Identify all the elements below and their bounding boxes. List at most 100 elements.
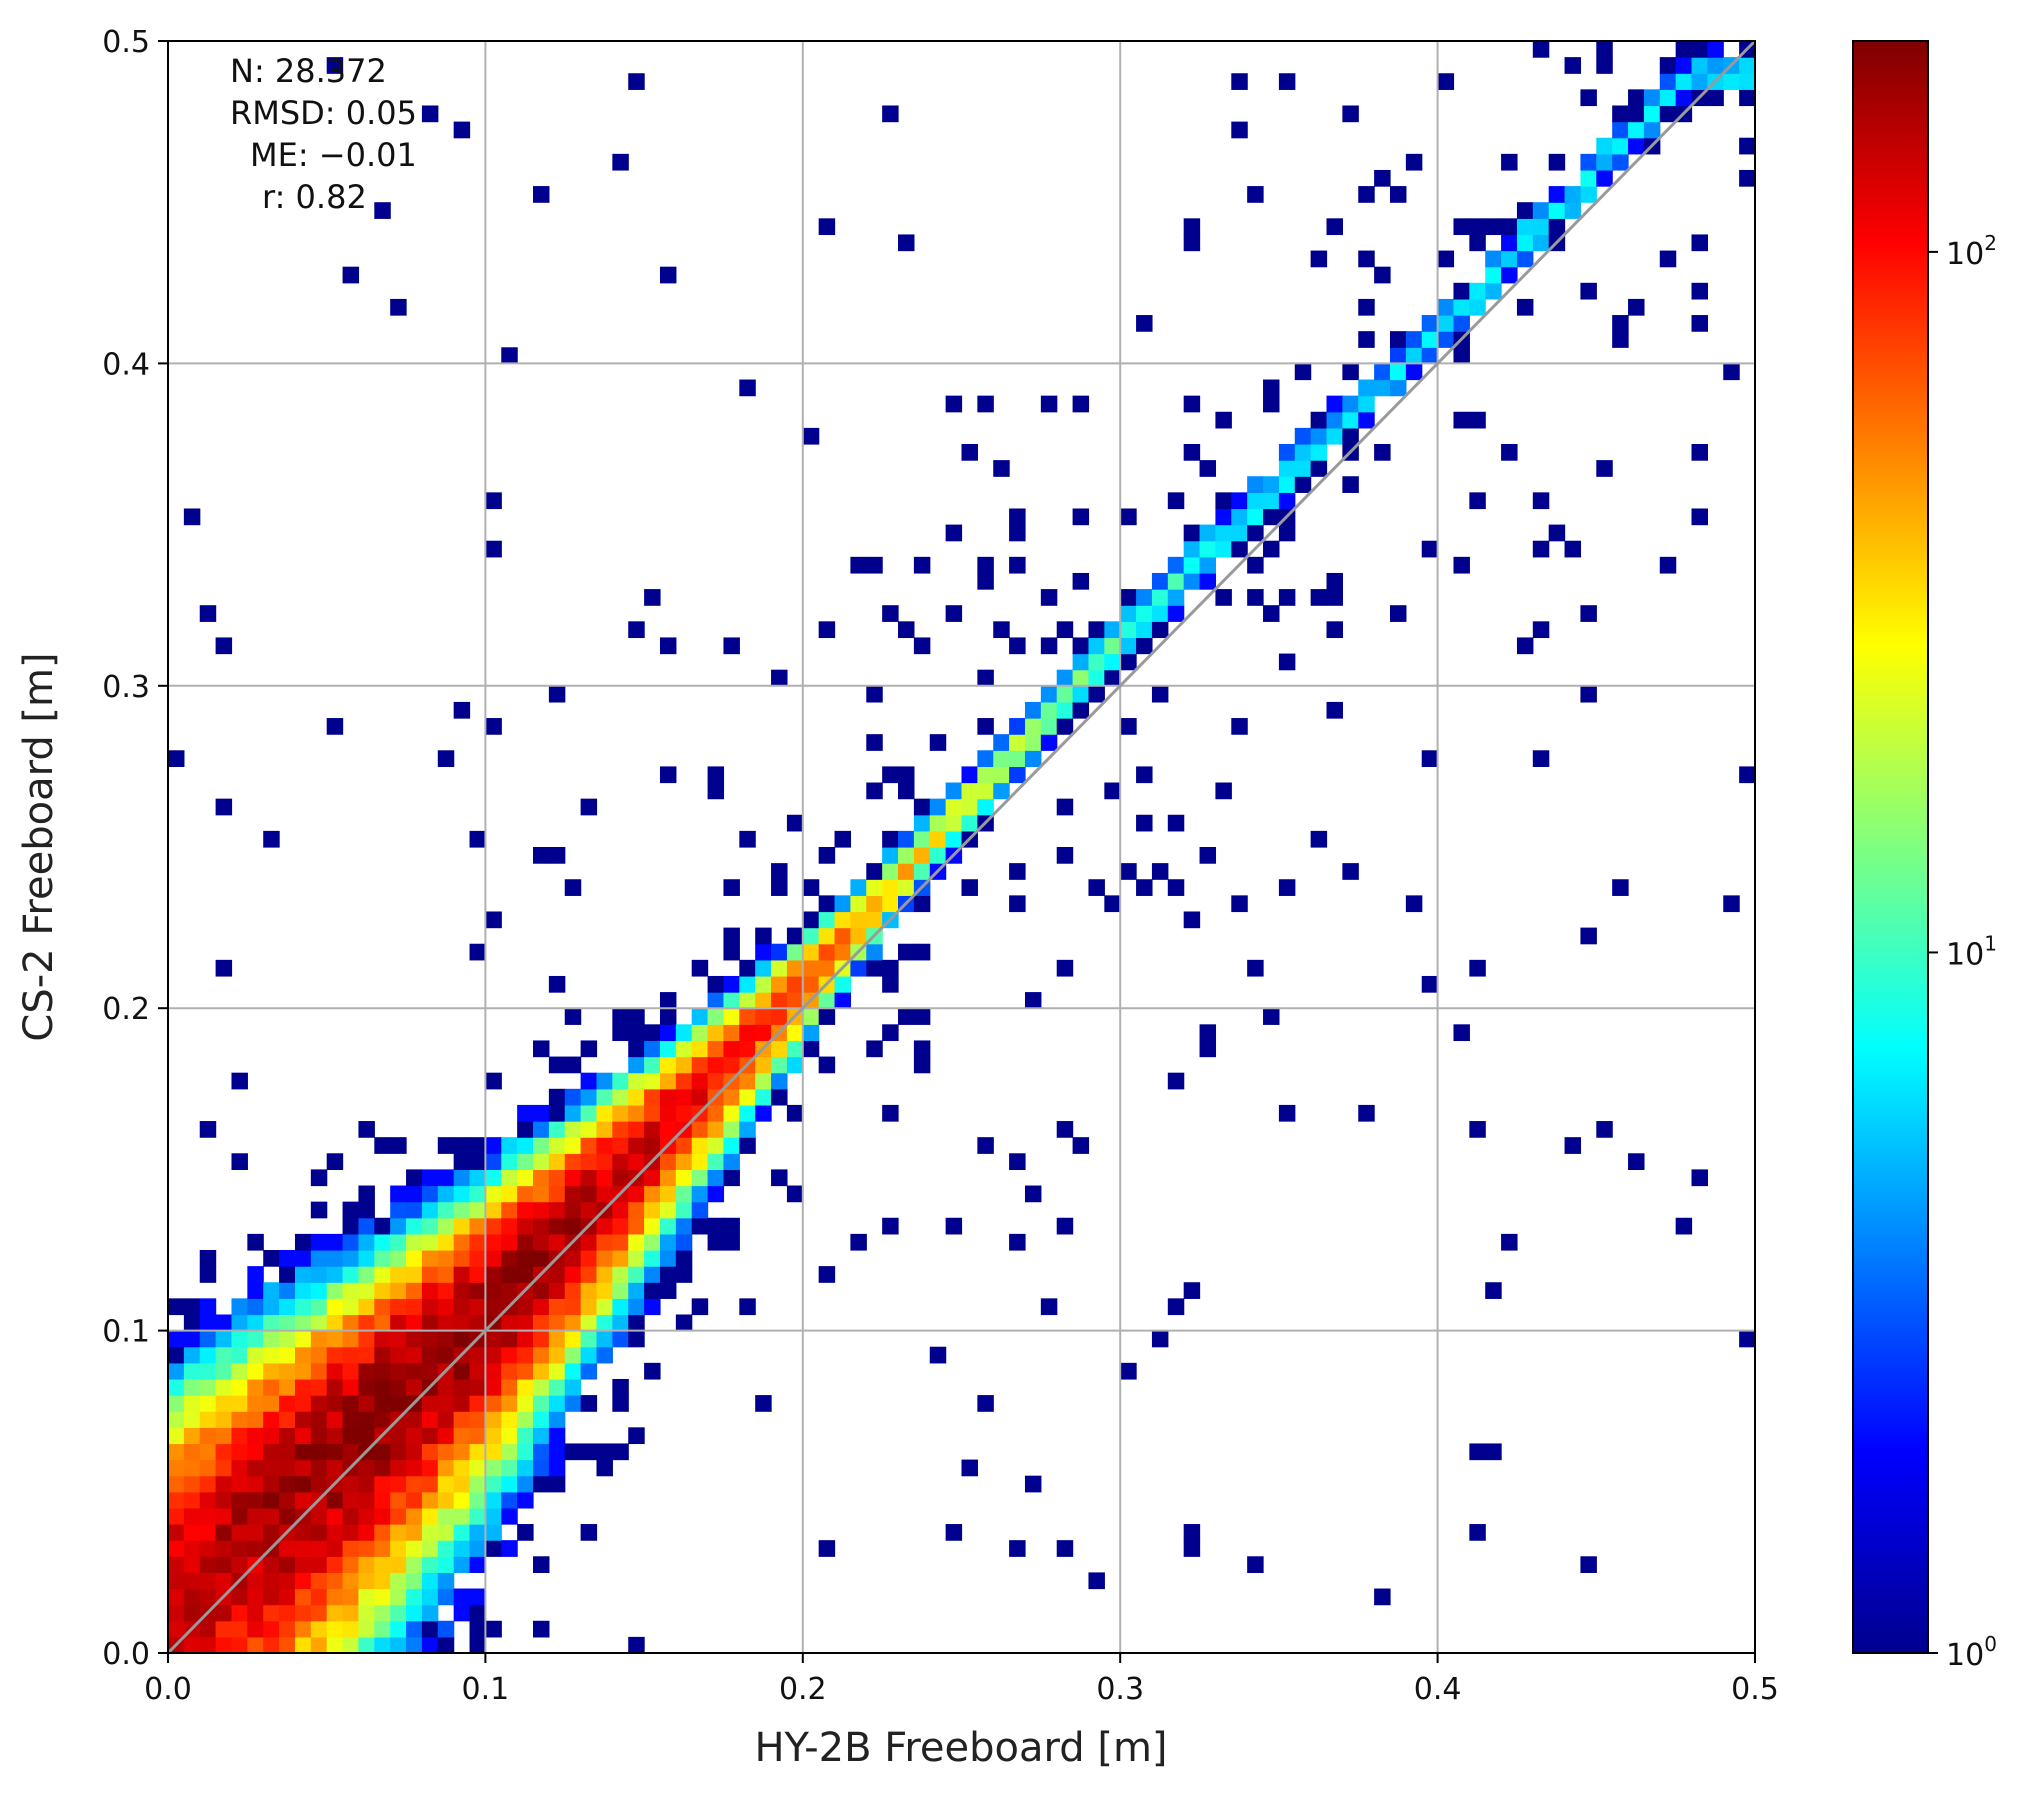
heatmap-cell <box>279 1620 296 1638</box>
heatmap-cell <box>358 1620 375 1638</box>
x-tick-label: 0.5 <box>1731 1672 1779 1707</box>
heatmap-cell <box>485 1346 502 1364</box>
heatmap-cell <box>183 1427 201 1445</box>
heatmap-cell <box>644 1121 661 1138</box>
heatmap-cell <box>374 1217 391 1235</box>
heatmap-cell <box>310 1588 328 1606</box>
heatmap-cell <box>437 1185 455 1203</box>
heatmap-cell <box>358 1185 375 1203</box>
heatmap-cell <box>771 863 788 880</box>
heatmap-cell <box>580 798 598 816</box>
heatmap-cell <box>390 1459 407 1477</box>
heatmap-cell <box>1151 572 1169 590</box>
heatmap-cell <box>358 1604 375 1622</box>
heatmap-cell <box>215 1636 233 1653</box>
heatmap-cell <box>294 1604 312 1622</box>
heatmap-cell <box>1516 250 1534 268</box>
heatmap-cell <box>628 1104 645 1122</box>
heatmap-cell <box>1024 992 1042 1009</box>
heatmap-cell <box>406 1346 423 1364</box>
heatmap-cell <box>1009 1540 1026 1557</box>
heatmap-cell <box>406 1314 423 1332</box>
heatmap-cell <box>247 1491 264 1509</box>
heatmap-cell <box>421 1217 439 1235</box>
heatmap-cell <box>1501 153 1518 171</box>
heatmap-cell <box>929 830 947 848</box>
heatmap-cell <box>390 1524 407 1541</box>
heatmap-cell <box>739 1088 756 1106</box>
heatmap-cell <box>1183 444 1201 461</box>
heatmap-cell <box>612 1395 629 1412</box>
heatmap-cell <box>644 1169 661 1187</box>
heatmap-cell <box>199 1459 217 1477</box>
heatmap-cell <box>659 1282 677 1299</box>
heatmap-cell <box>199 1620 217 1638</box>
heatmap-cell <box>739 1024 756 1042</box>
heatmap-cell <box>755 1088 772 1106</box>
heatmap-cell <box>659 1169 677 1187</box>
heatmap-cell <box>659 1250 677 1267</box>
heatmap-cell <box>755 1056 772 1074</box>
heatmap-cell <box>1104 895 1121 913</box>
heatmap-cell <box>358 1540 375 1557</box>
heatmap-cell <box>469 1153 486 1170</box>
heatmap-cell <box>263 1282 280 1299</box>
heatmap-cell <box>390 1540 407 1557</box>
heatmap-cell <box>644 1185 661 1203</box>
heatmap-cell <box>1405 331 1423 348</box>
heatmap-cell <box>533 1104 550 1122</box>
x-tick-label: 0.1 <box>462 1672 510 1707</box>
heatmap-cell <box>786 814 804 832</box>
heatmap-cell <box>485 1217 502 1235</box>
heatmap-cell <box>818 895 836 913</box>
heatmap-cell <box>1659 89 1677 107</box>
heatmap-cell <box>279 1378 296 1396</box>
heatmap-cell <box>1056 685 1074 703</box>
heatmap-cell <box>199 1556 217 1573</box>
stats-line: r: 0.82 <box>262 178 367 216</box>
heatmap-cell <box>374 1540 391 1557</box>
heatmap-cell <box>1564 186 1582 203</box>
heatmap-cell <box>390 1507 407 1525</box>
heatmap-cell <box>533 1443 550 1461</box>
heatmap-cell <box>993 750 1010 767</box>
heatmap-cell <box>786 1040 804 1058</box>
heatmap-cell <box>564 1104 582 1122</box>
heatmap-cell <box>1548 153 1566 171</box>
heatmap-cell <box>215 798 233 816</box>
heatmap-cell <box>596 1185 613 1203</box>
heatmap-cell <box>771 992 788 1009</box>
heatmap-cell <box>437 1137 455 1154</box>
heatmap-cell <box>1516 202 1534 219</box>
heatmap-cell <box>580 1524 598 1541</box>
heatmap-cell <box>1389 605 1407 622</box>
heatmap-cell <box>1167 589 1185 606</box>
heatmap-cell <box>628 1185 645 1203</box>
heatmap-cell <box>263 1491 280 1509</box>
heatmap-cell <box>691 1072 709 1090</box>
heatmap-cell <box>1072 701 1090 719</box>
heatmap-cell <box>485 1282 502 1299</box>
heatmap-cell <box>1120 718 1137 735</box>
heatmap-cell <box>215 959 233 977</box>
heatmap-cell <box>1374 363 1391 381</box>
heatmap-cell <box>771 879 788 896</box>
heatmap-cell <box>1310 444 1328 461</box>
heatmap-cell <box>469 1556 486 1573</box>
heatmap-cell <box>866 734 883 751</box>
heatmap-cell <box>1056 621 1074 639</box>
heatmap-cell <box>215 1572 233 1590</box>
heatmap-cell <box>945 782 963 800</box>
heatmap-cell <box>453 1459 471 1477</box>
heatmap-cell <box>485 1443 502 1461</box>
heatmap-cell <box>564 1121 582 1138</box>
heatmap-cell <box>294 1475 312 1493</box>
heatmap-cell <box>1516 298 1534 316</box>
heatmap-cell <box>294 1588 312 1606</box>
heatmap-cell <box>612 1217 629 1235</box>
heatmap-cell <box>533 1620 550 1638</box>
heatmap-cell <box>374 1604 391 1622</box>
heatmap-cell <box>342 1491 360 1509</box>
heatmap-cell <box>469 1298 486 1316</box>
heatmap-cell <box>1024 750 1042 767</box>
